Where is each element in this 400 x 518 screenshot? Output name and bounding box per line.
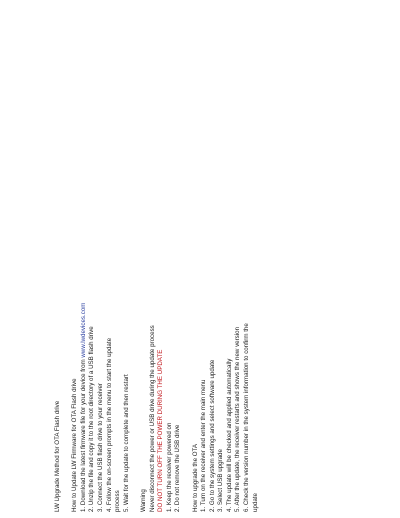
intro-step-1: 1. Download the latest firmware file for… [80, 2, 89, 512]
intro-step-4: 4. Follow the on-screen prompts in the m… [105, 337, 113, 512]
intro-lead: How to Update LW Firmware for OTA Flash … [71, 378, 79, 512]
warning-item-2: 2. Do not remove the USB drive [174, 424, 182, 512]
intro-step-1-text: 1. Download the latest firmware file for… [79, 359, 87, 512]
warning-alert: DO NOT TURN OFF THE POWER DURING THE UPD… [157, 349, 165, 512]
check-step-6: 6. Check the version number in the syste… [243, 323, 251, 512]
intro-step-5: 5. Wait for the update to complete and t… [122, 374, 130, 512]
intro-step-3: 3. Connect the USB flash drive to your r… [96, 383, 104, 512]
check-step-1: 1. Turn on the receiver and enter the ma… [200, 379, 208, 512]
check-step-5: 5. After the update, the receiver restar… [234, 326, 242, 512]
check-heading: How to upgrade the OTA [191, 444, 199, 512]
check-step-6-cont: update [251, 493, 259, 512]
document-title: LW Upgrade Method for OTA Flash drive [54, 400, 61, 512]
document-body: LW Upgrade Method for OTA Flash drive Ho… [54, 2, 260, 512]
spacer [183, 2, 192, 512]
check-step-3: 3. Select USB upgrade [217, 449, 225, 512]
warning-text: Never disconnect the power or USB drive … [148, 325, 156, 512]
spacer [131, 2, 140, 512]
intro-step-2: 2. Unzip the file and copy it to the roo… [88, 326, 96, 512]
download-link[interactable]: www.lwdevices.com [79, 302, 87, 358]
check-step-4: 4. The update will be checked and applie… [225, 358, 233, 512]
spacer [63, 2, 72, 512]
check-step-2: 2. Go to the system settings and select … [208, 359, 216, 512]
intro-step-4-cont: process [114, 490, 122, 512]
warning-heading: Warning [139, 489, 147, 512]
warning-item-1: 1. Keep the receiver powered on [165, 422, 173, 512]
